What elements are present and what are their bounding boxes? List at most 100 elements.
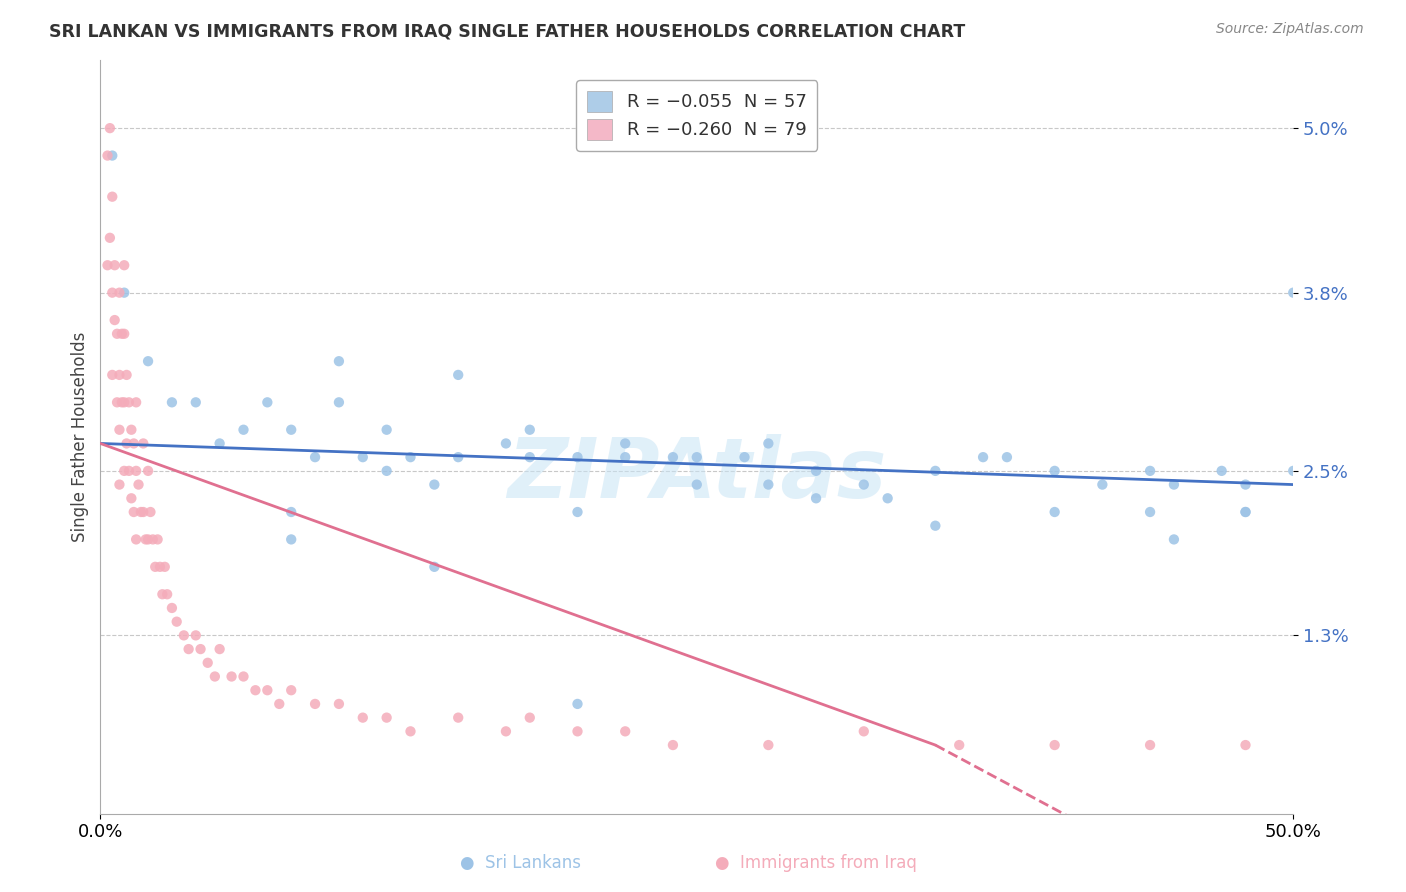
Point bbox=[108, 477, 131, 491]
Point bbox=[1043, 464, 1066, 478]
Point bbox=[112, 395, 135, 409]
Point bbox=[567, 505, 589, 519]
Legend: R = −0.055  N = 57, R = −0.260  N = 79: R = −0.055 N = 57, R = −0.260 N = 79 bbox=[576, 80, 817, 151]
Point bbox=[280, 683, 302, 698]
Point bbox=[112, 258, 135, 272]
Point bbox=[120, 491, 142, 506]
Point bbox=[352, 711, 374, 725]
Point bbox=[153, 559, 176, 574]
Point bbox=[184, 628, 207, 642]
Point bbox=[567, 724, 589, 739]
Point bbox=[232, 423, 254, 437]
Point bbox=[519, 711, 541, 725]
Point bbox=[105, 395, 128, 409]
Point bbox=[173, 628, 195, 642]
Point bbox=[101, 190, 124, 204]
Point bbox=[852, 724, 875, 739]
Point bbox=[166, 615, 188, 629]
Point bbox=[567, 697, 589, 711]
Point bbox=[519, 450, 541, 465]
Point bbox=[1234, 505, 1257, 519]
Point bbox=[112, 464, 135, 478]
Point bbox=[1234, 477, 1257, 491]
Point bbox=[208, 642, 231, 657]
Point bbox=[924, 518, 946, 533]
Point bbox=[111, 326, 134, 341]
Point bbox=[111, 395, 134, 409]
Point bbox=[136, 464, 159, 478]
Point bbox=[375, 464, 398, 478]
Point bbox=[1091, 477, 1114, 491]
Point bbox=[1163, 477, 1185, 491]
Point bbox=[96, 148, 118, 162]
Point bbox=[447, 368, 470, 382]
Point bbox=[1163, 533, 1185, 547]
Point bbox=[143, 559, 166, 574]
Point bbox=[98, 121, 121, 136]
Point bbox=[280, 505, 302, 519]
Point bbox=[96, 258, 118, 272]
Point bbox=[948, 738, 970, 752]
Point bbox=[1043, 505, 1066, 519]
Point bbox=[139, 505, 162, 519]
Point bbox=[495, 436, 517, 450]
Text: Source: ZipAtlas.com: Source: ZipAtlas.com bbox=[1216, 22, 1364, 37]
Point bbox=[328, 354, 350, 368]
Point bbox=[924, 464, 946, 478]
Point bbox=[280, 533, 302, 547]
Point bbox=[328, 697, 350, 711]
Point bbox=[101, 148, 124, 162]
Point bbox=[876, 491, 898, 506]
Point bbox=[118, 395, 141, 409]
Point bbox=[128, 477, 150, 491]
Point bbox=[375, 423, 398, 437]
Point bbox=[256, 683, 278, 698]
Point bbox=[1282, 464, 1305, 478]
Point bbox=[136, 533, 159, 547]
Point bbox=[447, 450, 470, 465]
Text: SRI LANKAN VS IMMIGRANTS FROM IRAQ SINGLE FATHER HOUSEHOLDS CORRELATION CHART: SRI LANKAN VS IMMIGRANTS FROM IRAQ SINGL… bbox=[49, 22, 966, 40]
Point bbox=[1234, 505, 1257, 519]
Point bbox=[399, 450, 422, 465]
Point bbox=[423, 559, 446, 574]
Point bbox=[122, 505, 145, 519]
Point bbox=[150, 587, 173, 601]
Point bbox=[120, 423, 142, 437]
Point bbox=[686, 477, 709, 491]
Point bbox=[756, 436, 779, 450]
Point bbox=[399, 724, 422, 739]
Point bbox=[1139, 505, 1161, 519]
Point bbox=[118, 464, 141, 478]
Text: ●  Sri Lankans: ● Sri Lankans bbox=[460, 855, 581, 872]
Point bbox=[756, 738, 779, 752]
Point bbox=[304, 450, 326, 465]
Point bbox=[136, 354, 159, 368]
Point bbox=[156, 587, 179, 601]
Point bbox=[1139, 464, 1161, 478]
Point bbox=[104, 258, 127, 272]
Point bbox=[112, 326, 135, 341]
Point bbox=[221, 669, 243, 683]
Point bbox=[101, 368, 124, 382]
Point bbox=[614, 436, 637, 450]
Point bbox=[686, 450, 709, 465]
Point bbox=[245, 683, 267, 698]
Point bbox=[112, 285, 135, 300]
Point bbox=[495, 724, 517, 739]
Point bbox=[146, 533, 169, 547]
Point bbox=[734, 450, 756, 465]
Point bbox=[804, 491, 827, 506]
Point bbox=[177, 642, 200, 657]
Point bbox=[756, 477, 779, 491]
Point bbox=[567, 450, 589, 465]
Point bbox=[208, 436, 231, 450]
Point bbox=[184, 395, 207, 409]
Point bbox=[304, 697, 326, 711]
Point bbox=[1234, 738, 1257, 752]
Point bbox=[1139, 738, 1161, 752]
Point bbox=[375, 711, 398, 725]
Point bbox=[614, 450, 637, 465]
Point bbox=[149, 559, 172, 574]
Point bbox=[204, 669, 226, 683]
Point bbox=[1043, 738, 1066, 752]
